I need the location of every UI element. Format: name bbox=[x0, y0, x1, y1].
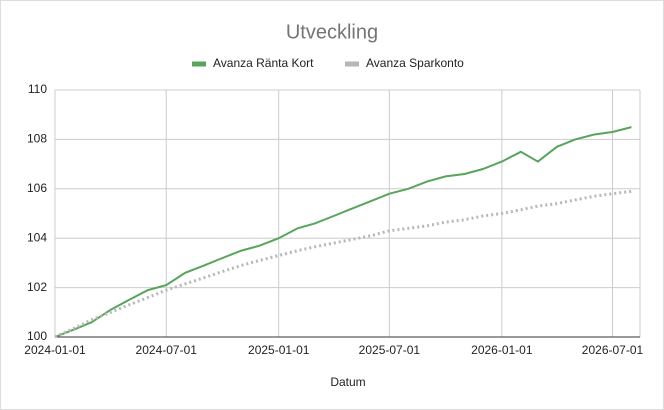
x-tick-label: 2026-01-01 bbox=[471, 343, 533, 357]
legend-label: Avanza Sparkonto bbox=[366, 56, 464, 70]
x-axis-label: Datum bbox=[330, 375, 365, 389]
data-line bbox=[54, 126, 632, 338]
x-tick-label: 2024-01-01 bbox=[24, 343, 86, 357]
x-tick-label: 2025-07-01 bbox=[359, 343, 421, 357]
chart-title: Utveckling bbox=[286, 21, 378, 43]
x-tick-label: 2025-01-01 bbox=[248, 343, 310, 357]
y-tick-label: 110 bbox=[28, 82, 47, 96]
y-tick-label: 102 bbox=[27, 280, 47, 294]
y-tick-label: 100 bbox=[27, 329, 47, 343]
x-tick-label: 2026-07-01 bbox=[582, 343, 644, 357]
y-tick-label: 106 bbox=[27, 181, 47, 195]
x-tick-label: 2024-07-01 bbox=[136, 343, 198, 357]
y-tick-label: 108 bbox=[27, 132, 47, 146]
legend-label: Avanza Ränta Kort bbox=[213, 56, 314, 70]
y-tick-label: 104 bbox=[27, 230, 47, 244]
